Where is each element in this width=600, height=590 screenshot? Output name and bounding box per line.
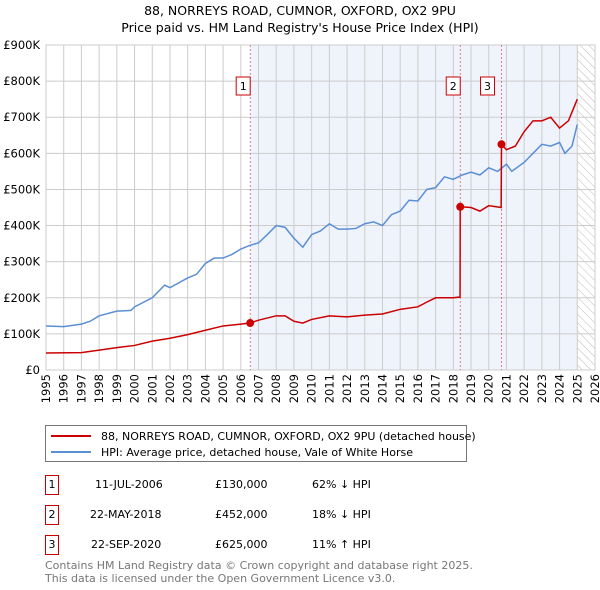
plot-border — [45, 44, 596, 371]
x-tick-label: 2026 — [588, 374, 600, 403]
transaction-date: 22-MAY-2018 — [90, 508, 162, 521]
x-tick-label: 2003 — [181, 374, 195, 403]
sale-point — [246, 319, 255, 328]
transaction-price: £452,000 — [215, 508, 268, 521]
transaction-hpi: 62% ↓ HPI — [312, 478, 371, 491]
x-tick-label: 2011 — [322, 374, 336, 403]
price-chart: 1995 1996 1997 1998 1999 2000 2001 2002 2003 2004… — [3, 38, 600, 403]
x-tick-label: 2001 — [145, 374, 159, 403]
footer-line-2: This data is licensed under the Open Gov… — [45, 572, 396, 585]
x-tick-label: 2007 — [252, 374, 266, 403]
transaction-hpi: 11% ↑ HPI — [312, 538, 371, 551]
x-tick-label: 2023 — [535, 374, 549, 403]
footer-line-1: Contains HM Land Registry data © Crown c… — [45, 559, 473, 572]
y-tick-label: £700K — [3, 110, 40, 124]
x-tick-label: 2021 — [499, 374, 513, 403]
chart-subtitle: Price paid vs. HM Land Registry's House … — [121, 20, 479, 35]
x-tick-label: 1995 — [39, 374, 53, 403]
x-tick-label: 2013 — [358, 374, 372, 403]
y-tick-label: £400K — [3, 219, 40, 233]
transaction-hpi: 18% ↓ HPI — [312, 508, 371, 521]
x-tick-label: 2002 — [163, 374, 177, 403]
transaction-row: 2 22-MAY-2018 £452,000 18% ↓ HPI — [45, 505, 465, 525]
transaction-row: 3 22-SEP-2020 £625,000 11% ↑ HPI — [45, 535, 465, 555]
x-tick-label: 2024 — [553, 374, 567, 403]
sale-label-box — [479, 76, 495, 96]
x-tick-label: 2008 — [269, 374, 283, 403]
x-tick-label: 2006 — [234, 374, 248, 403]
x-tick-label: 2016 — [411, 374, 425, 403]
x-tick-label: 1999 — [110, 374, 124, 403]
sale-label-box — [235, 76, 251, 96]
x-tick-label: 2014 — [375, 374, 389, 403]
x-tick-label: 2019 — [464, 374, 478, 403]
x-tick-label: 1997 — [74, 374, 88, 403]
property-price-line — [45, 98, 578, 354]
y-tick-label: £600K — [3, 146, 40, 160]
sale-point — [497, 140, 506, 149]
legend-blue-line — [51, 451, 91, 453]
sale-label: 1 — [240, 80, 247, 93]
transaction-date: 22-SEP-2020 — [91, 538, 162, 551]
transaction-badge: 3 — [45, 535, 59, 555]
hpi-line — [45, 124, 579, 328]
x-tick-label: 1996 — [57, 374, 71, 403]
transaction-badge: 1 — [45, 475, 59, 495]
y-tick-label: £900K — [3, 38, 40, 52]
x-tick-label: 2015 — [393, 374, 407, 403]
transaction-date: 11-JUL-2006 — [95, 478, 163, 491]
transaction-row: 1 11-JUL-2006 £130,000 62% ↓ HPI — [45, 475, 465, 495]
x-tick-label: 2025 — [570, 374, 584, 403]
sale-point — [456, 202, 465, 211]
y-tick-label: £200K — [3, 291, 40, 305]
x-tick-label: 2004 — [198, 374, 212, 403]
x-tick-label: 2012 — [340, 374, 354, 403]
x-tick-label: 2009 — [287, 374, 301, 403]
y-tick-label: £300K — [3, 255, 40, 269]
transaction-price: £625,000 — [215, 538, 268, 551]
transaction-badge: 2 — [45, 505, 59, 525]
x-tick-label: 2005 — [216, 374, 230, 403]
y-tick-label: £0 — [25, 363, 40, 377]
sale-label: 2 — [450, 80, 457, 93]
x-tick-label: 2000 — [128, 374, 142, 403]
legend-red-line — [51, 435, 91, 437]
footer: Contains HM Land Registry data © Crown c… — [45, 559, 473, 585]
forecast-hatch — [577, 45, 595, 370]
y-tick-label: £800K — [3, 74, 40, 88]
x-tick-label: 2017 — [429, 374, 443, 403]
transaction-price: £130,000 — [215, 478, 268, 491]
x-tick-label: 2022 — [517, 374, 531, 403]
legend-label-property: 88, NORREYS ROAD, CUMNOR, OXFORD, OX2 9P… — [101, 429, 476, 443]
shaded-region — [250, 45, 578, 370]
y-tick-label: £500K — [3, 182, 40, 196]
x-tick-label: 2010 — [305, 374, 319, 403]
legend-label-hpi: HPI: Average price, detached house, Vale… — [101, 445, 413, 459]
x-tick-label: 2018 — [446, 374, 460, 403]
sale-label: 3 — [484, 80, 491, 93]
x-tick-label: 1998 — [92, 374, 106, 403]
y-tick-label: £100K — [3, 327, 40, 341]
chart-title: 88, NORREYS ROAD, CUMNOR, OXFORD, OX2 9P… — [144, 3, 456, 18]
legend: 88, NORREYS ROAD, CUMNOR, OXFORD, OX2 9P… — [45, 425, 476, 462]
sale-label-box — [445, 76, 461, 96]
x-tick-label: 2020 — [482, 374, 496, 403]
